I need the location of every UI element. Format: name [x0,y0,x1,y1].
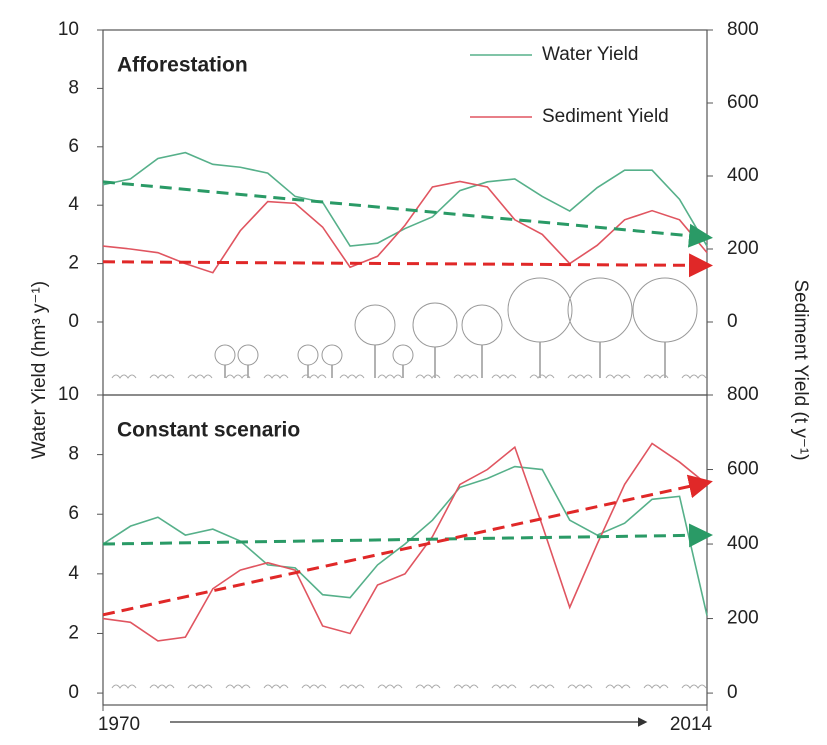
y2-tick-label: 600 [727,459,759,480]
grass [377,374,403,379]
grass [301,684,327,689]
series-line [102,465,708,616]
grass [643,684,669,689]
legend-label: Sediment Yield [542,106,669,127]
grass [339,684,365,689]
y2-tick-label: 400 [727,165,759,186]
grass [529,374,555,379]
panel-title: Constant scenario [117,419,300,442]
y2-tick-label: 400 [727,533,759,554]
y-tick-label: 0 [68,682,79,703]
tree-crown [321,344,343,366]
y-tick-label: 6 [68,136,79,157]
y-tick-label: 4 [68,563,79,584]
grass [605,684,631,689]
x-tick-label: 2014 [670,714,713,735]
grass [567,684,593,689]
grass [263,684,289,689]
grass [111,684,137,689]
y-tick-label: 10 [58,384,79,405]
grass [301,374,327,379]
grass [491,374,517,379]
y-axis-label: Water Yield (hm³ y⁻¹) [29,281,50,459]
grass [415,684,441,689]
grass [415,374,441,379]
y-tick-label: 2 [68,253,79,274]
series-line [102,442,708,642]
grass [681,374,707,379]
plot-frame [102,394,708,706]
grass [605,374,631,379]
grass [225,684,251,689]
tree-crown [461,304,503,346]
tree-crown [632,277,698,343]
grass [453,374,479,379]
tree-crown [237,344,259,366]
tree-crown [354,304,396,346]
y2-tick-label: 200 [727,238,759,259]
trend-arrow [102,180,713,248]
grass [225,374,251,379]
x-tick-label: 1970 [98,714,140,735]
y2-tick-label: 800 [727,384,759,405]
y2-axis-label: Sediment Yield (t y⁻¹) [790,279,811,460]
y2-tick-label: 0 [727,311,738,332]
y-tick-label: 4 [68,194,79,215]
y2-tick-label: 800 [727,19,759,40]
grass [681,684,707,689]
grass [149,684,175,689]
series-line [102,180,708,274]
grass [187,374,213,379]
grass [643,374,669,379]
y-tick-label: 2 [68,622,79,643]
y2-tick-label: 200 [727,608,759,629]
tree-crown [297,344,319,366]
y2-tick-label: 0 [727,682,738,703]
legend-label: Water Yield [542,44,638,65]
y-tick-label: 6 [68,503,79,524]
tree-crown [392,344,414,366]
trend-arrow [102,253,713,278]
y2-tick-label: 600 [727,92,759,113]
y-tick-label: 10 [58,19,79,40]
y-tick-label: 8 [68,444,79,465]
tree-crown [567,277,633,343]
grass [187,684,213,689]
plot-frame [102,29,708,396]
series-line [102,151,708,247]
trend-arrow [102,523,713,548]
tree-crown [214,344,236,366]
panel-title: Afforestation [117,54,248,77]
grass [453,684,479,689]
grass [567,374,593,379]
grass [529,684,555,689]
grass [339,374,365,379]
tree-crown [412,302,458,348]
trend-arrow [102,474,713,617]
grass [377,684,403,689]
tree-crown [507,277,573,343]
grass [111,374,137,379]
illustration [111,277,707,689]
grass [263,374,289,379]
y-tick-label: 0 [68,311,79,332]
grass [491,684,517,689]
y-tick-label: 8 [68,77,79,98]
grass [149,374,175,379]
